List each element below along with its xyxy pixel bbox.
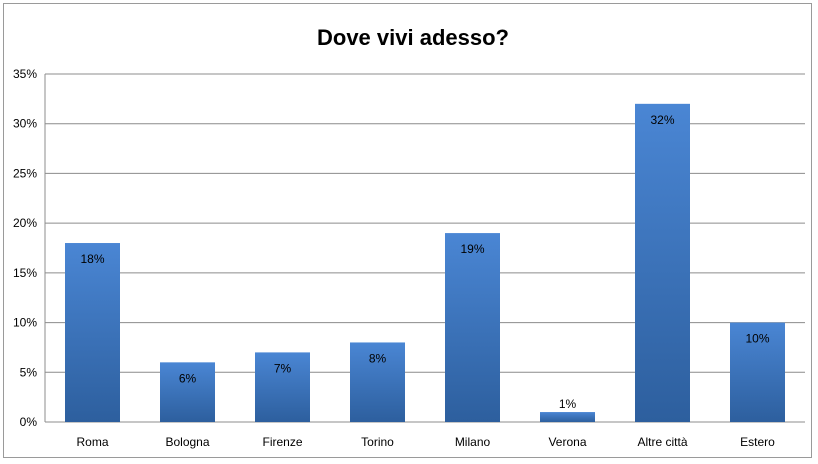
x-tick-label: Torino [361, 435, 394, 449]
y-tick-label: 5% [20, 365, 38, 379]
y-tick-label: 20% [13, 216, 37, 230]
data-label: 10% [745, 332, 769, 346]
bar-firenze [255, 352, 310, 422]
chart-title: Dove vivi adesso? [317, 25, 509, 50]
bar-estero [730, 322, 785, 422]
x-tick-label: Altre città [637, 435, 687, 449]
y-tick-label: 35% [13, 67, 37, 81]
bar-milano [445, 233, 500, 422]
data-label: 1% [559, 397, 577, 411]
bar-altre-città [635, 103, 690, 422]
data-label: 6% [179, 371, 197, 385]
data-label: 7% [274, 361, 292, 375]
data-label: 19% [460, 242, 484, 256]
data-label: 18% [80, 252, 104, 266]
x-tick-label: Estero [740, 435, 775, 449]
data-label: 32% [650, 113, 674, 127]
y-tick-label: 15% [13, 266, 37, 280]
x-tick-label: Roma [76, 435, 108, 449]
y-tick-label: 30% [13, 117, 37, 131]
y-tick-label: 10% [13, 316, 37, 330]
y-tick-label: 25% [13, 166, 37, 180]
data-label: 8% [369, 351, 387, 365]
x-tick-label: Bologna [165, 435, 209, 449]
x-tick-label: Milano [455, 435, 491, 449]
bar-verona [540, 412, 595, 422]
y-tick-label: 0% [20, 415, 38, 429]
x-tick-label: Firenze [262, 435, 302, 449]
bar-bologna [160, 362, 215, 422]
x-tick-label: Verona [548, 435, 586, 449]
bar-torino [350, 342, 405, 422]
bar-roma [65, 243, 120, 422]
